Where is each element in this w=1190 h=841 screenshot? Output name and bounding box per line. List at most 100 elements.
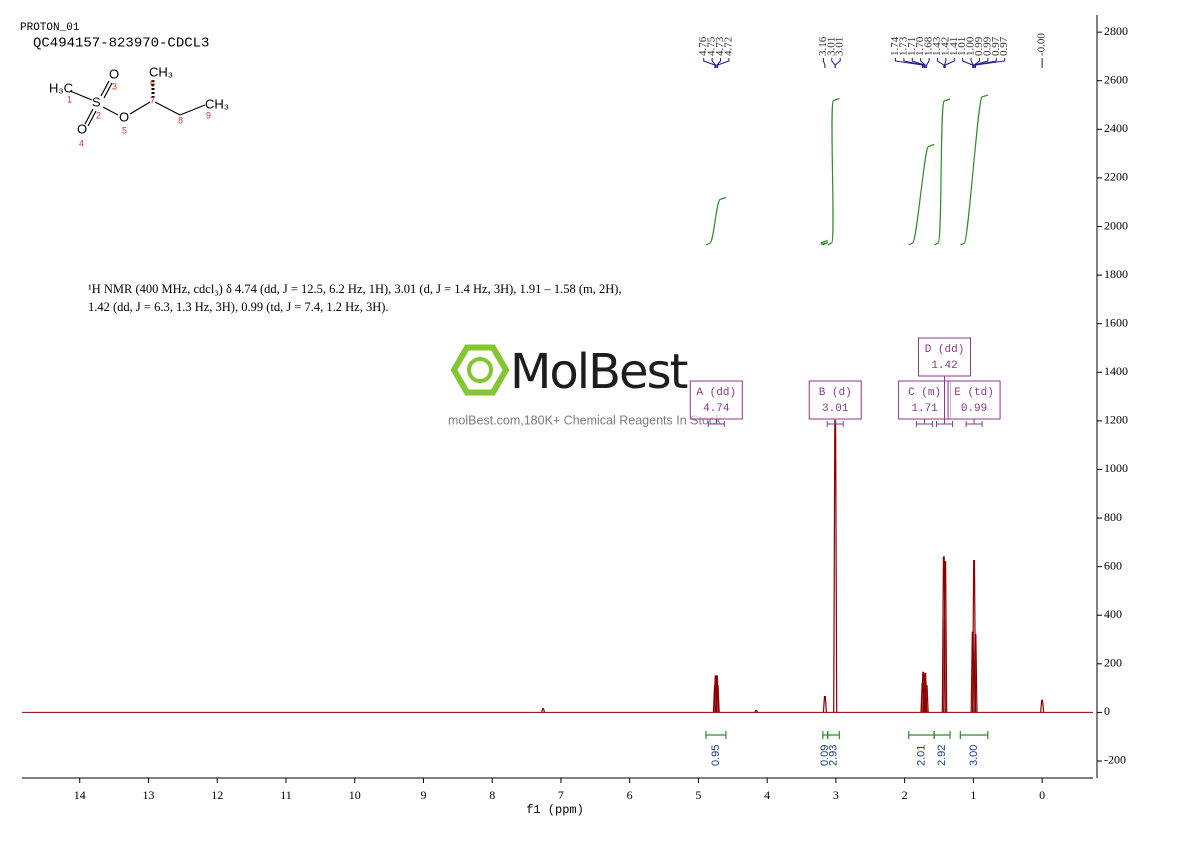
peak (715, 685, 720, 713)
peak-label: 0.99 (981, 36, 993, 56)
peak-label-connector (944, 58, 947, 68)
peak-label-connector (911, 58, 926, 68)
atom-number: 4 (79, 138, 84, 148)
bond (87, 110, 97, 127)
peak-label-connector (903, 58, 924, 68)
atom: S (92, 94, 101, 109)
peak (924, 685, 929, 713)
multiplet-marker (707, 419, 725, 427)
integral-curve (960, 94, 989, 246)
peak-label: 4.72 (722, 37, 734, 56)
peak-label: 1.71 (906, 37, 918, 56)
multiplet-shift: 4.74 (703, 403, 730, 415)
multiplet-label: C (m) (908, 387, 941, 399)
integral-label: 2.93 (827, 745, 839, 766)
peak-label: 1.01 (956, 37, 968, 56)
x-tick-label: 6 (627, 788, 633, 802)
atom: CH₃ (205, 96, 229, 111)
integral-bracket (822, 731, 829, 739)
atom: O (109, 66, 119, 81)
peak-label: 3.16 (817, 36, 829, 56)
brand: MolBest (510, 344, 688, 400)
x-tick-label: 12 (211, 788, 223, 802)
peak-label: 0.99 (973, 36, 985, 56)
multiplet-label: E (td) (954, 387, 994, 399)
x-tick-label: 14 (74, 788, 86, 802)
experiment-title: PROTON_01 (20, 22, 80, 34)
multiplet-box (918, 337, 972, 377)
bond (69, 90, 93, 101)
peak-label: 3.01 (834, 37, 846, 56)
sample-name: QC494157-823970-CDCL3 (33, 36, 209, 52)
atom: O (119, 109, 129, 124)
atom-number: 8 (178, 115, 183, 125)
logo (450, 344, 510, 396)
peak-label-connector (974, 58, 1006, 68)
y-tick-label: 2600 (1104, 72, 1128, 86)
peak (1040, 699, 1045, 713)
integral-curve (827, 97, 840, 246)
atom: H₃C (49, 80, 73, 95)
atom-number: 3 (112, 81, 117, 91)
x-tick-label: 10 (349, 788, 361, 802)
peak-label: 1.74 (889, 36, 901, 56)
atom-numbers: 1 2 3 4 5 6 7 8 9 (67, 78, 211, 148)
bond (154, 101, 181, 116)
peak-label: 1.00 (965, 36, 977, 56)
x-tick-label: 0 (1039, 788, 1045, 802)
peak-label: 1.70 (914, 36, 926, 56)
peak-label: 0.97 (990, 36, 1002, 56)
peak-label-connector (894, 58, 924, 68)
bond (129, 101, 151, 115)
integral-bracket (933, 731, 951, 739)
peak (973, 634, 978, 713)
multiplet-label: A (dd) (696, 387, 736, 399)
watermark: MolBest molBest.com,180K+ Chemical Reage… (448, 344, 725, 427)
atom-number: 2 (96, 110, 101, 120)
bond (84, 108, 94, 125)
bonds (69, 80, 206, 127)
multiplet-marker (936, 376, 954, 427)
atom: O (77, 121, 87, 136)
peak-label: 4.75 (706, 36, 718, 56)
multiplet-marker (826, 419, 844, 427)
peak-label-connector (920, 58, 926, 68)
integral-label: 3.00 (968, 745, 980, 766)
integral-curve (820, 239, 829, 246)
peak-label: 1.43 (931, 36, 943, 56)
nmr-description: ¹H NMR (400 MHz, cdcl₃) δ 4.74 (dd, J = … (88, 282, 622, 314)
y-tick-label: 1200 (1104, 413, 1128, 427)
peak (754, 709, 759, 713)
peak (833, 420, 838, 713)
peak (540, 708, 546, 713)
y-tick-label: 200 (1104, 656, 1122, 670)
y-tick-label: 1800 (1104, 267, 1128, 281)
integral-bracket (827, 731, 840, 739)
atom-number: 1 (67, 94, 72, 104)
x-tick-label: 1 (970, 788, 976, 802)
peak-label-connector (973, 58, 980, 68)
peak-label-connector (831, 58, 836, 68)
x-tick-label: 8 (489, 788, 495, 802)
tagline: molBest.com,180K+ Chemical Reagents In S… (448, 413, 725, 427)
multiplet-box (689, 380, 743, 420)
x-tick-label: 3 (833, 788, 839, 802)
peak-label-connector (973, 58, 989, 68)
atom-number: 6 (150, 78, 155, 88)
atom: CH₃ (149, 64, 173, 79)
multiplet-box (808, 380, 862, 420)
integral-bracket (705, 731, 727, 739)
x-tick-label: 4 (764, 788, 770, 802)
peak-label-connector (944, 58, 955, 68)
y-tick-label: 1400 (1104, 364, 1128, 378)
peak-label-connector (970, 58, 974, 68)
integral-label: 0.09 (819, 745, 831, 766)
y-tick-label: 2200 (1104, 170, 1128, 184)
integral-label: 2.01 (915, 745, 927, 766)
peak-label-connector (936, 58, 945, 68)
multiplet-label: D (dd) (925, 344, 965, 356)
multiplet-shift: 0.99 (961, 403, 987, 415)
atom-number: 5 (122, 125, 127, 135)
